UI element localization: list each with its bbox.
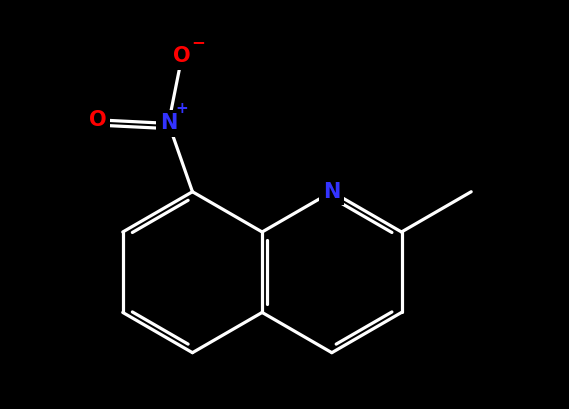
Text: N: N — [160, 113, 177, 133]
Text: −: − — [191, 33, 205, 51]
Text: +: + — [176, 101, 188, 117]
Text: N: N — [323, 182, 340, 202]
Text: O: O — [89, 110, 106, 130]
Text: O: O — [173, 46, 191, 66]
